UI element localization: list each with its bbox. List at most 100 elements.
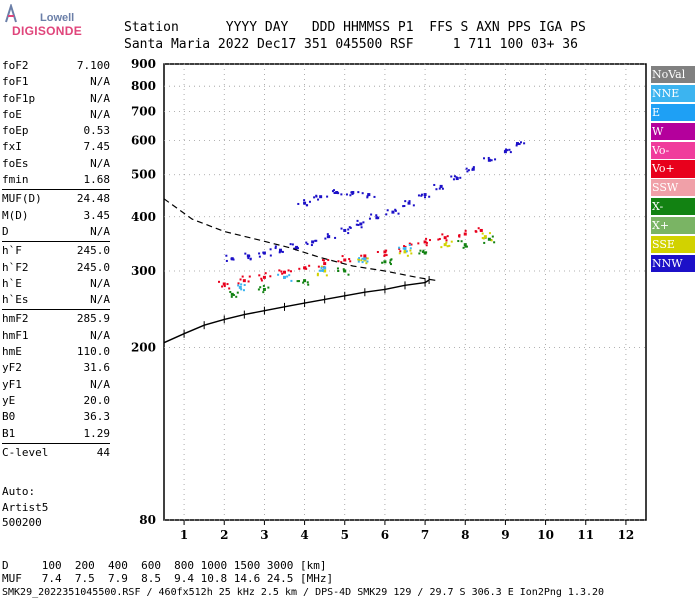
- echo-point: [269, 254, 272, 257]
- echo-point: [516, 142, 519, 145]
- echo-point: [298, 280, 301, 283]
- echo-point: [463, 243, 467, 247]
- echo-point: [423, 193, 427, 197]
- echo-point: [342, 268, 345, 271]
- echo-point: [283, 276, 286, 279]
- echo-point: [228, 287, 231, 290]
- echo-point: [349, 260, 352, 263]
- echo-point: [361, 192, 364, 195]
- y-tick-label: 600: [131, 133, 156, 147]
- echo-point: [225, 259, 228, 262]
- autoscaling-artist: Artist5: [2, 500, 49, 514]
- echo-point: [280, 250, 283, 253]
- echo-point: [340, 227, 343, 230]
- x-tick-label: 10: [537, 528, 554, 542]
- echo-point: [310, 244, 313, 247]
- param-row: hmE 110.0: [2, 344, 110, 360]
- echo-point: [232, 294, 235, 297]
- param-name: hmE: [2, 345, 22, 359]
- echo-point: [464, 245, 467, 248]
- y-tick-label: 500: [131, 168, 156, 182]
- echo-point: [362, 221, 365, 224]
- echo-point: [412, 204, 415, 207]
- y-tick-label: 800: [131, 79, 156, 93]
- footer-muf-row: MUF 7.4 7.5 7.9 8.5 9.4 10.8 14.6 24.5 […: [2, 572, 334, 585]
- echo-point: [504, 149, 507, 152]
- echo-point: [422, 249, 425, 252]
- echo-point: [320, 266, 323, 269]
- echo-point: [515, 144, 518, 147]
- echo-point: [316, 274, 319, 277]
- echo-point: [259, 286, 262, 289]
- echo-point: [341, 255, 344, 258]
- scaled-parameters-panel: foF2 7.100 foF1 N/A foF1p N/A foE N/A foEp 0.53 fx…: [2, 58, 110, 461]
- param-row: B1 1.29: [2, 426, 110, 442]
- echo-point: [291, 243, 294, 246]
- echo-point: [296, 247, 299, 250]
- x-tick-label: 6: [381, 528, 389, 542]
- echo-point: [242, 289, 245, 292]
- echo-point: [464, 232, 467, 235]
- echo-point: [402, 247, 405, 250]
- echo-point: [305, 267, 308, 270]
- echo-point: [425, 251, 428, 254]
- param-row: MUF(D) 24.48: [2, 191, 110, 207]
- param-name: fmin: [2, 173, 29, 187]
- echo-point: [368, 217, 371, 220]
- legend-item: NNW: [651, 254, 695, 272]
- x-tick-label: 1: [180, 528, 188, 542]
- trace-line: [163, 279, 430, 344]
- echo-point: [360, 259, 363, 262]
- echo-point: [222, 282, 226, 286]
- echo-point: [308, 264, 311, 267]
- echo-point: [247, 280, 250, 283]
- echo-point: [491, 235, 494, 238]
- echo-point: [348, 258, 351, 261]
- echo-point: [428, 239, 431, 242]
- echo-point: [241, 275, 244, 278]
- param-name: foF1: [2, 75, 29, 89]
- echo-point: [325, 274, 328, 277]
- echo-point: [360, 226, 363, 229]
- logo-digisonde: DIGISONDE: [12, 24, 83, 38]
- x-tick-label: 9: [501, 528, 509, 542]
- echo-point: [264, 272, 267, 275]
- echo-point: [423, 251, 427, 255]
- param-name: foF1p: [2, 91, 36, 105]
- echo-point: [262, 284, 265, 287]
- echo-point: [385, 213, 388, 216]
- echo-point: [403, 245, 406, 248]
- echo-point: [509, 151, 512, 154]
- y-tick-label: 200: [131, 340, 156, 354]
- echo-point: [357, 258, 360, 261]
- x-tick-label: 8: [461, 528, 469, 542]
- echo-point: [316, 272, 319, 275]
- echo-point: [487, 237, 491, 241]
- echo-point: [376, 250, 379, 253]
- echo-point: [226, 283, 229, 286]
- echo-point: [349, 226, 352, 229]
- echo-point: [335, 191, 339, 195]
- param-name: h`F: [2, 244, 22, 258]
- echo-point: [305, 241, 308, 244]
- echo-point: [248, 255, 251, 258]
- param-row: D N/A: [2, 224, 110, 240]
- echo-point: [326, 195, 329, 198]
- echo-point: [323, 269, 327, 273]
- echo-point: [508, 148, 511, 151]
- plot-frame: [163, 63, 647, 521]
- echo-point: [289, 270, 292, 273]
- echo-point: [397, 212, 400, 215]
- echo-point: [409, 249, 412, 252]
- echo-point: [375, 216, 379, 220]
- echo-point: [481, 236, 484, 239]
- param-name: h`F2: [2, 260, 29, 274]
- echo-point: [237, 284, 240, 287]
- echo-point: [306, 243, 309, 246]
- echo-point: [349, 194, 352, 197]
- x-tick-label: 2: [220, 528, 228, 542]
- x-tick-label: 4: [300, 528, 308, 542]
- echo-point: [383, 250, 387, 254]
- param-row: C-level 44: [2, 445, 110, 461]
